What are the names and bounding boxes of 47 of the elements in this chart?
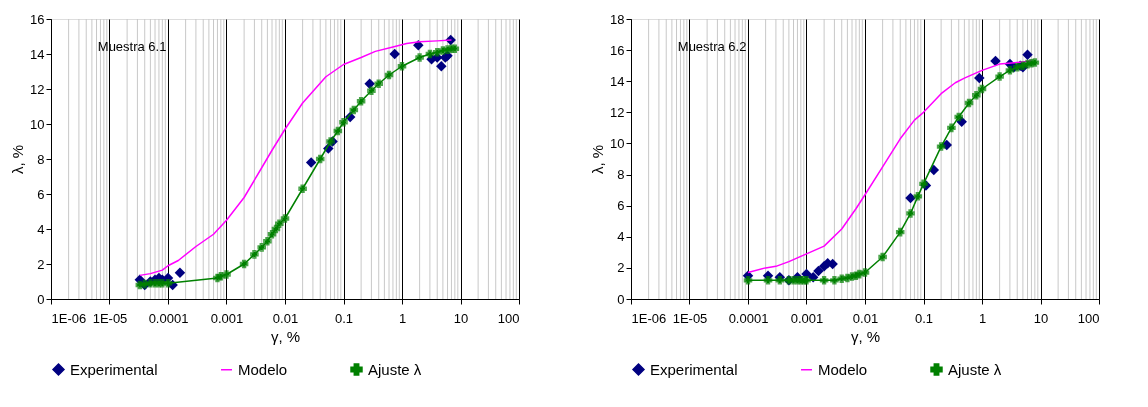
x-tick-label: 0.0001 (728, 310, 769, 326)
y-tick-label: 8 (617, 167, 625, 183)
x-tick-label: 10 (453, 310, 469, 326)
y-tick-label: 4 (37, 221, 45, 237)
y-tick-label: 6 (617, 198, 625, 214)
y-tick-label: 0 (617, 291, 625, 307)
x-tick-label: 1E-05 (672, 310, 708, 326)
y-tick-label: 6 (37, 186, 45, 202)
legend-label: Ajuste λ (368, 360, 422, 378)
y-tick-label: 2 (617, 260, 625, 276)
legend-label: Ajuste λ (948, 360, 1002, 378)
y-tick-label: 0 (37, 291, 45, 307)
legend-label: Experimental (70, 360, 158, 378)
y-tick-label: 14 (30, 46, 45, 62)
x-axis-title: γ, % (850, 327, 881, 345)
y-axis-title: λ, % (9, 144, 27, 175)
y-tick-label: 12 (610, 104, 625, 120)
legend-label: Modelo (818, 360, 868, 378)
x-tick-label: 0.001 (210, 310, 244, 326)
x-tick-label: 0.1 (914, 310, 934, 326)
x-tick-label: 1 (978, 310, 987, 326)
y-tick-label: 16 (30, 11, 45, 27)
x-tick-label: 1E-05 (92, 310, 128, 326)
y-tick-label: 10 (610, 135, 625, 151)
x-tick-label: 0.001 (790, 310, 824, 326)
y-tick-label: 16 (610, 42, 625, 58)
y-tick-label: 8 (37, 151, 45, 167)
legend-label: Experimental (650, 360, 738, 378)
x-tick-label: 10 (1033, 310, 1049, 326)
y-tick-label: 14 (610, 73, 625, 89)
y-tick-label: 4 (617, 229, 625, 245)
x-tick-label: 100 (497, 310, 520, 326)
y-tick-label: 12 (30, 81, 45, 97)
x-tick-label: 0.01 (272, 310, 299, 326)
legend-label: Modelo (238, 360, 288, 378)
y-tick-label: 10 (30, 116, 45, 132)
x-axis-title: γ, % (270, 327, 301, 345)
y-axis-title: λ, % (589, 144, 607, 175)
x-tick-label: 100 (1077, 310, 1100, 326)
x-tick-label: 1E-06 (51, 310, 87, 326)
y-tick-label: 18 (610, 11, 625, 27)
x-tick-label: 0.0001 (148, 310, 189, 326)
y-tick-label: 2 (37, 256, 45, 272)
x-tick-label: 1E-06 (631, 310, 667, 326)
x-tick-label: 1 (398, 310, 407, 326)
x-tick-label: 0.01 (852, 310, 879, 326)
x-tick-label: 0.1 (334, 310, 354, 326)
